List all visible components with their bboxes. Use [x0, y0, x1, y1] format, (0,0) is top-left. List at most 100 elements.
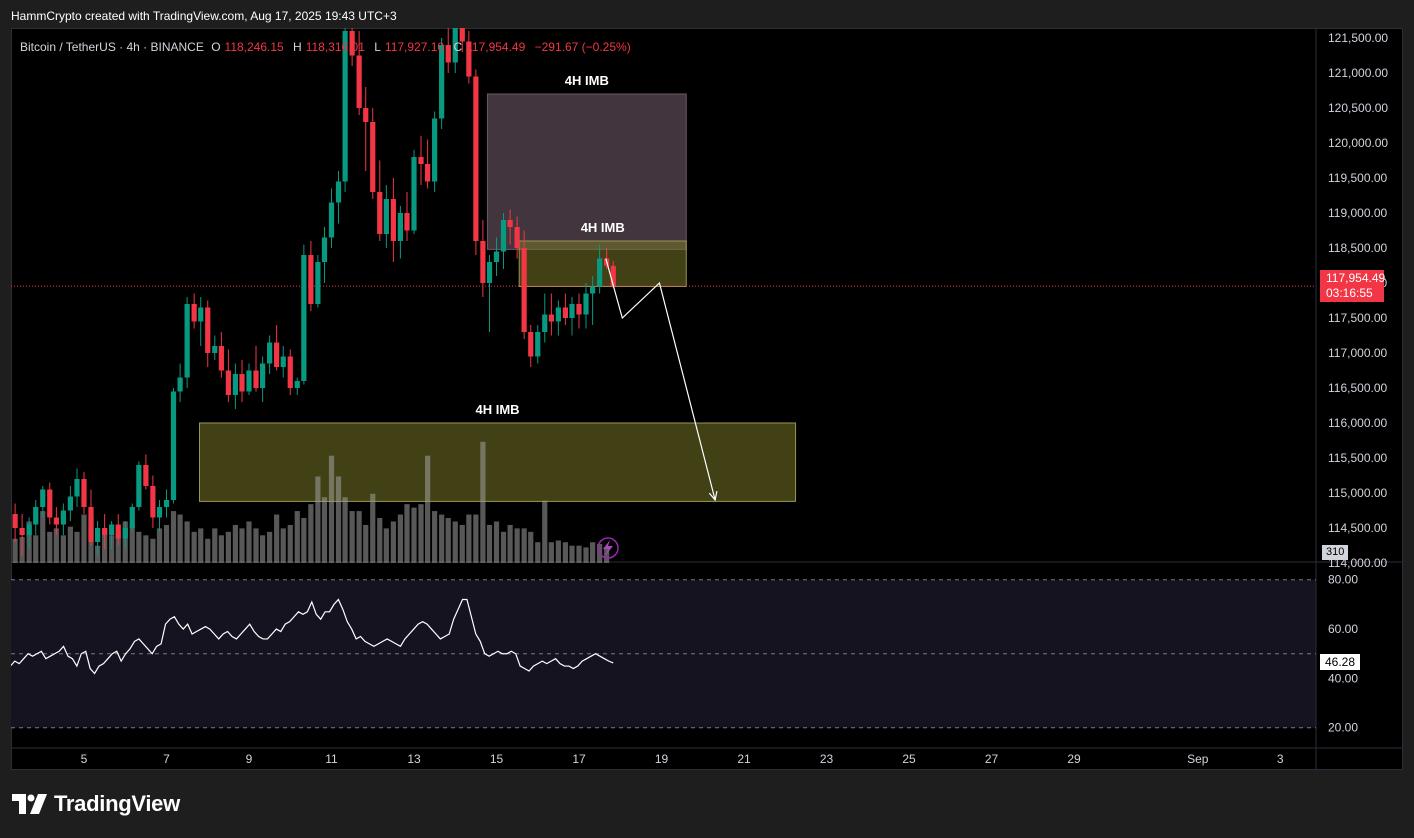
- volume-bar: [377, 518, 383, 563]
- candle-body: [500, 220, 507, 252]
- volume-bar: [452, 521, 458, 563]
- candle-body: [335, 181, 342, 203]
- candle-body: [480, 241, 486, 283]
- candle-body: [328, 202, 335, 238]
- time-tick-label: 17: [572, 752, 586, 766]
- volume-bar: [404, 504, 410, 563]
- lightning-glyph: [603, 540, 613, 556]
- volume-bar: [486, 524, 493, 563]
- candle-body: [562, 307, 568, 318]
- volume-bar: [432, 511, 438, 563]
- volume-bar: [425, 455, 431, 563]
- volume-bar: [328, 455, 335, 563]
- candle-body: [466, 41, 472, 77]
- candle-body: [507, 220, 513, 227]
- volume-bar: [67, 526, 73, 563]
- volume-bar: [184, 521, 190, 563]
- imb-zone-2: [518, 240, 687, 287]
- chart-caption: HammCrypto created with TradingView.com,…: [11, 9, 397, 23]
- volume-bar: [60, 535, 66, 563]
- candle-body: [287, 356, 293, 388]
- imb-zone-label-2: 4H IMB: [581, 220, 625, 235]
- candle-body: [610, 265, 616, 287]
- candle-body: [390, 199, 396, 241]
- volume-bar: [521, 528, 527, 563]
- time-tick-label: 7: [163, 752, 170, 766]
- candle-body: [246, 370, 252, 392]
- price-tick-label: 120,500.00: [1328, 101, 1388, 115]
- volume-bar: [439, 514, 445, 563]
- projection-path: [605, 258, 716, 501]
- candle-body: [576, 304, 582, 315]
- symbol-label[interactable]: Bitcoin / TetherUS · 4h · BINANCE: [20, 40, 204, 54]
- tradingview-logo[interactable]: TradingView: [12, 791, 180, 817]
- time-tick-label: 29: [1067, 752, 1081, 766]
- volume-bar: [473, 514, 479, 563]
- volume-bar: [466, 514, 472, 563]
- candle-body: [267, 342, 273, 364]
- volume-bar: [47, 531, 53, 563]
- volume-bar: [294, 511, 300, 563]
- high-value: 118,316.01: [305, 40, 365, 54]
- time-tick-label: 27: [985, 752, 999, 766]
- candle-body: [542, 314, 548, 332]
- candle-body: [12, 514, 18, 528]
- price-tick-label: 121,500.00: [1328, 31, 1388, 45]
- candle-body: [548, 314, 554, 322]
- volume-bar: [115, 533, 121, 563]
- volume-bar: [528, 531, 534, 563]
- candle-body: [184, 304, 190, 378]
- time-tick-label: 13: [407, 752, 421, 766]
- volume-bar: [205, 538, 211, 563]
- candle-body: [356, 55, 362, 108]
- low-value: 117,927.10: [384, 40, 445, 54]
- time-tick-label: 21: [737, 752, 751, 766]
- volume-bar: [280, 528, 286, 563]
- candle-body: [218, 346, 224, 371]
- price-tick-label: 121,000.00: [1328, 66, 1388, 80]
- volume-bar: [40, 511, 46, 563]
- volume-bar: [411, 507, 417, 563]
- candle-body: [404, 213, 410, 231]
- candle-body: [521, 248, 527, 332]
- candle-body: [274, 342, 280, 367]
- volume-bar: [363, 524, 369, 563]
- open-value: 118,246.15: [224, 40, 284, 54]
- volume-bar: [480, 441, 486, 563]
- candle-body: [370, 122, 376, 192]
- candle-body: [170, 391, 177, 500]
- volume-bar: [150, 538, 156, 563]
- candle-body: [232, 374, 238, 395]
- candle-body: [342, 31, 348, 182]
- price-tick-label: 115,000.00: [1328, 486, 1387, 500]
- volume-bar: [514, 528, 520, 563]
- rsi-tick-label: 20.00: [1328, 721, 1358, 735]
- imb-zone-1: [486, 93, 687, 250]
- candle-body: [535, 332, 541, 357]
- imb-zone-label-3: 4H IMB: [476, 402, 520, 417]
- candle-body: [308, 255, 314, 304]
- rsi-tick-label: 60.00: [1328, 622, 1358, 636]
- volume-bar: [136, 531, 142, 563]
- candle-body: [26, 524, 32, 535]
- volume-bar: [555, 540, 561, 563]
- candle-body: [225, 370, 231, 395]
- time-tick-label: 15: [490, 752, 504, 766]
- time-tick-label: Sep: [1187, 752, 1209, 766]
- last-price-tag: 117,954.49 03:16:55: [1320, 270, 1386, 302]
- time-tick-label: 11: [325, 752, 338, 766]
- volume-bar: [33, 535, 39, 563]
- candle-body: [40, 489, 46, 507]
- candle-body: [418, 157, 424, 164]
- volume-bar: [356, 511, 362, 563]
- candle-body: [150, 486, 156, 518]
- imb-zone-label-1: 4H IMB: [565, 73, 609, 88]
- candle-body: [349, 31, 355, 56]
- candle-body: [88, 507, 94, 542]
- volume-bar: [143, 535, 149, 563]
- price-tick-label: 118,500.00: [1328, 241, 1387, 255]
- last-price-value: 117,954.49: [1326, 271, 1386, 285]
- volume-bar: [267, 531, 273, 563]
- candle-body: [212, 346, 218, 353]
